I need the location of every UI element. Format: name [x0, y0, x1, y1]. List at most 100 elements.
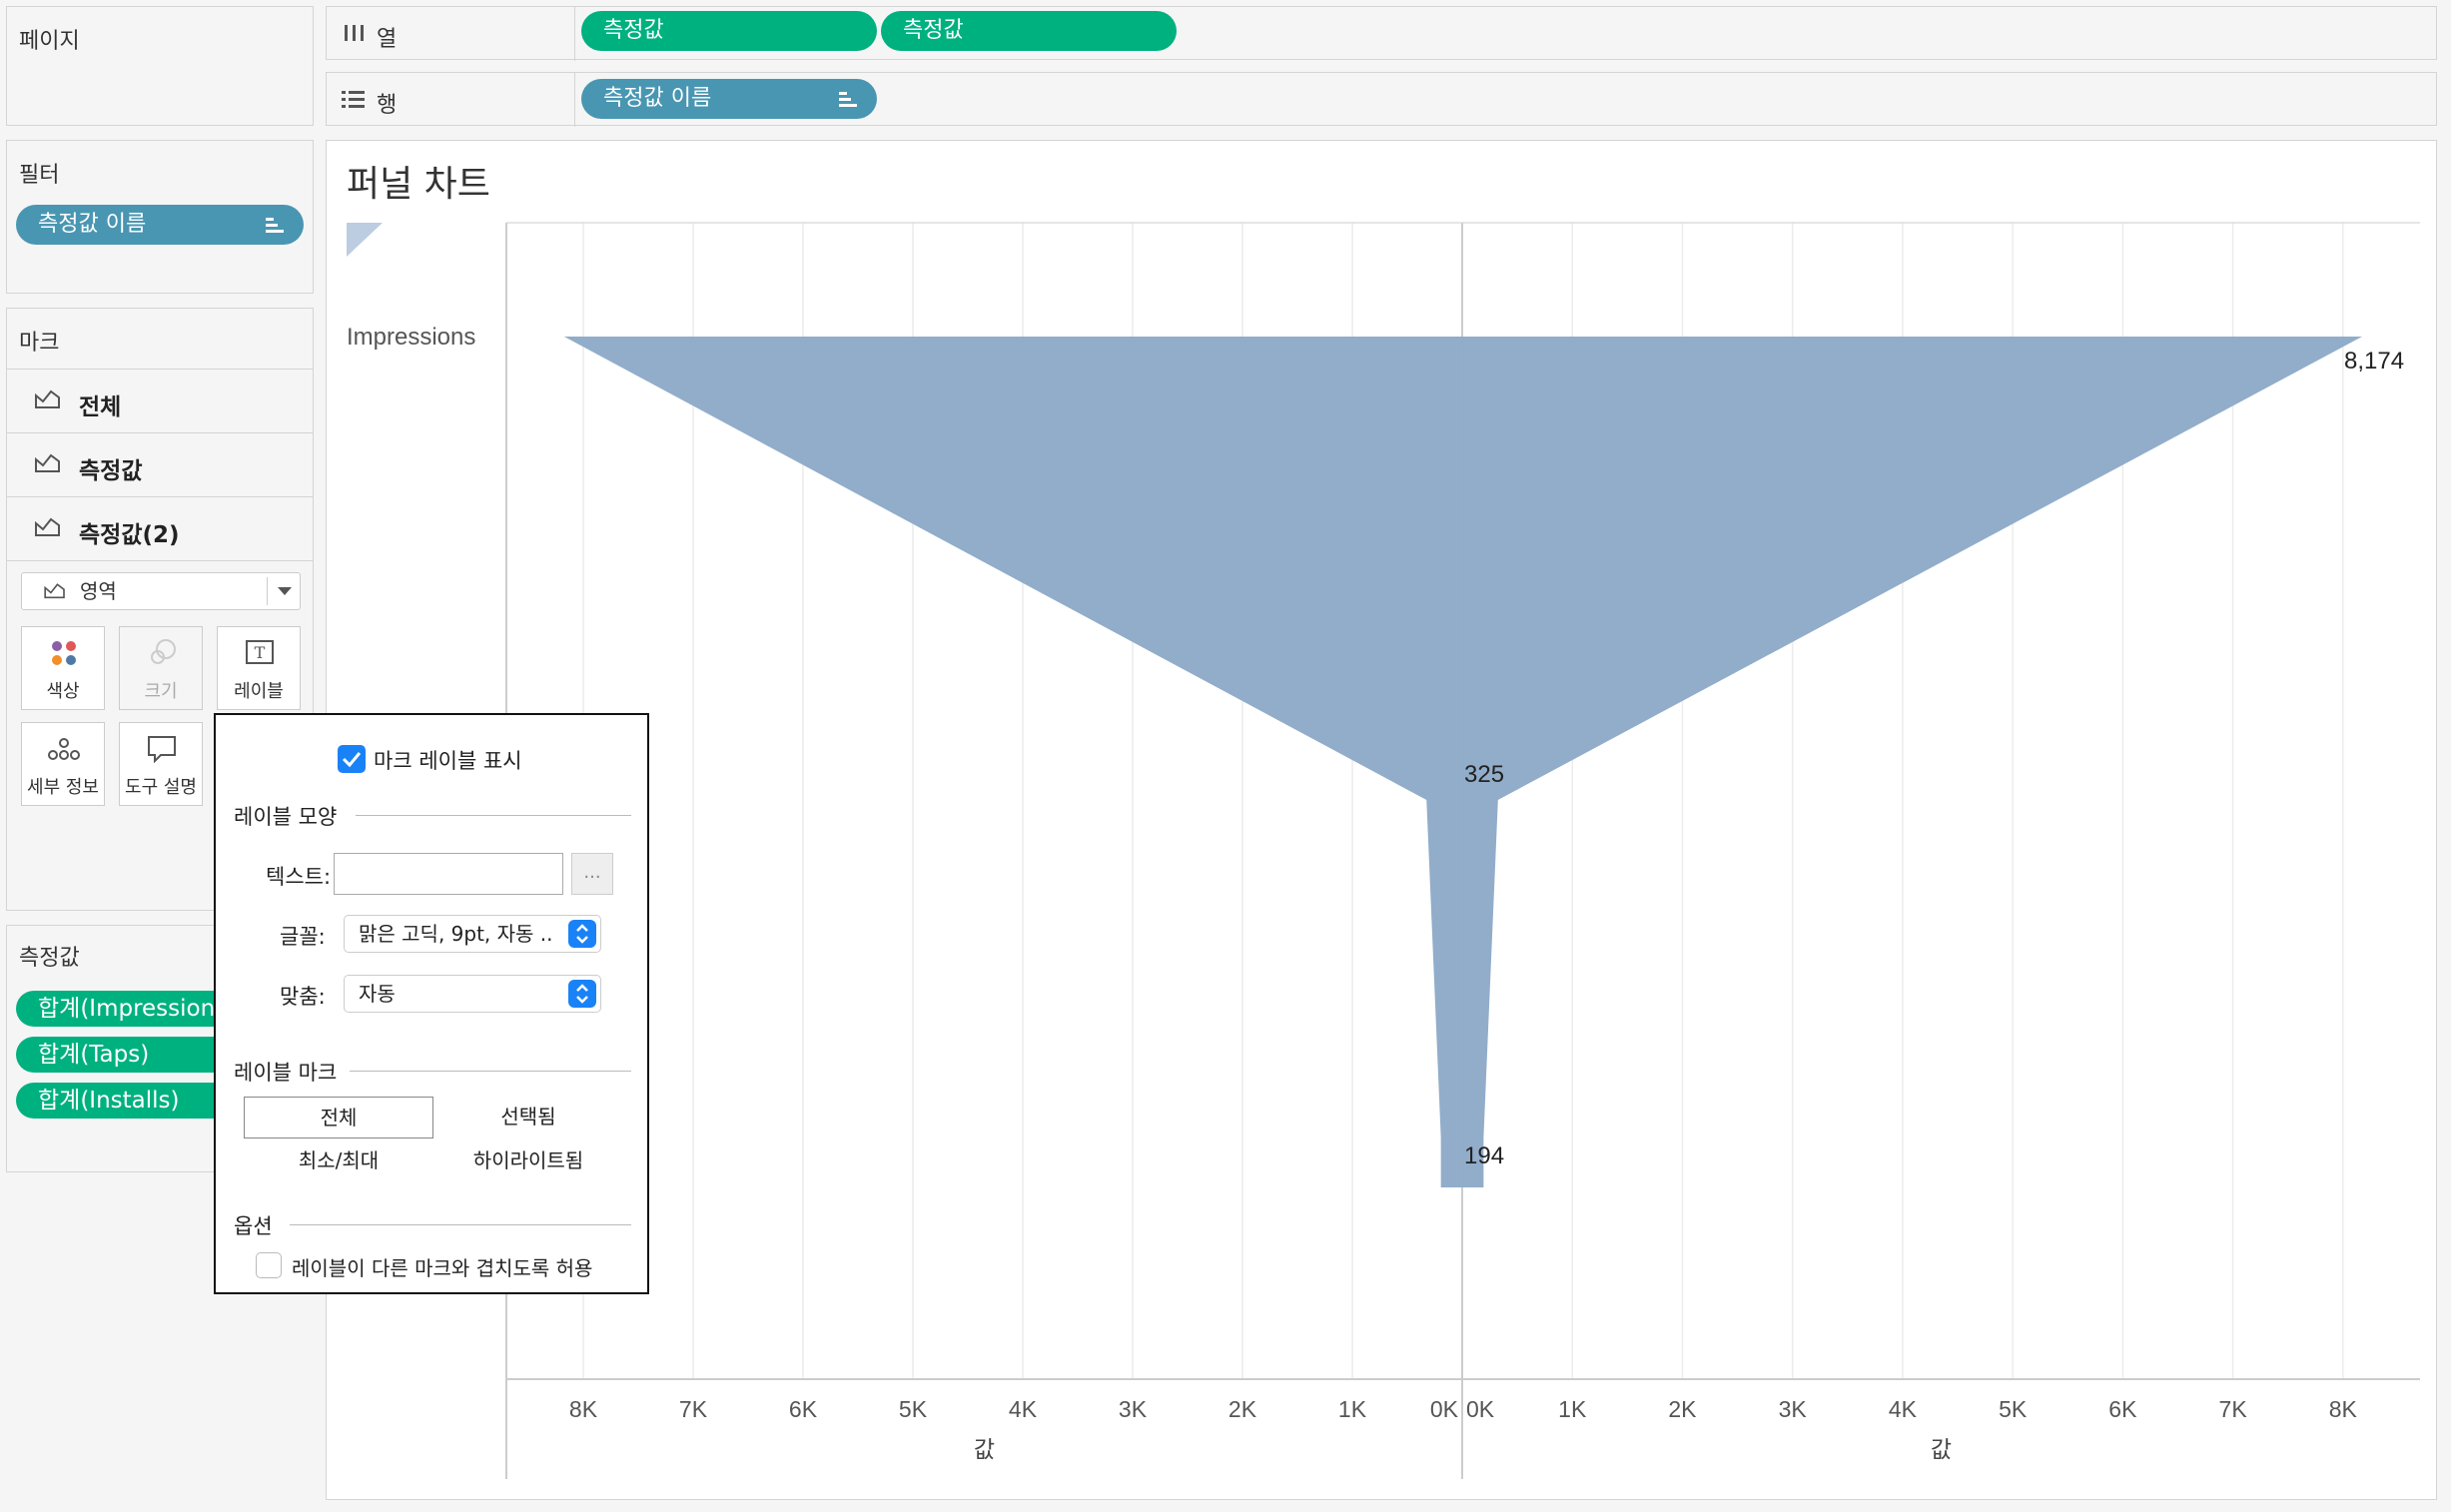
marks-option-highlighted[interactable]: 하이라이트됨 — [472, 1148, 584, 1172]
x-tick-label-right: 6K — [2108, 1396, 2137, 1422]
color-icon — [52, 641, 76, 665]
marks-option-selected[interactable]: 선택됨 — [500, 1105, 556, 1129]
columns-pill-measure-values-1[interactable]: 측정값 — [581, 11, 877, 51]
check-icon — [342, 752, 362, 768]
font-dropdown[interactable]: 맑은 고딕, 9pt, 자동 .. — [344, 915, 601, 953]
color-button-label: 색상 — [46, 681, 80, 702]
area-icon — [35, 389, 60, 408]
filter-pill-label: 측정값 이름 — [38, 212, 147, 237]
measure-values-title: 측정값 — [19, 946, 80, 971]
font-value: 맑은 고딕, 9pt, 자동 .. — [359, 922, 553, 946]
overlap-label: 레이블이 다른 마크와 겹치도록 허용 — [292, 1256, 593, 1280]
label-button[interactable]: T 레이블 — [217, 626, 301, 710]
sort-icon — [839, 90, 857, 108]
align-label: 맞춤: — [280, 985, 326, 1009]
x-axis-title-right: 값 — [1931, 1437, 1952, 1463]
x-tick-label-right: 1K — [1558, 1396, 1587, 1422]
area-icon — [35, 453, 60, 472]
data-label-taps: 325 — [1464, 761, 1504, 788]
marks-panel: 마크 전체 측정값 측정값(2) 영역 색상 크기 T 레이블 세부 정보 도구… — [6, 308, 314, 911]
x-tick-label-right: 5K — [1999, 1396, 2028, 1422]
rows-pill-label: 측정값 이름 — [603, 86, 712, 111]
marks-option-all[interactable]: 전체 — [244, 1097, 433, 1138]
chevron-down-icon — [278, 587, 292, 595]
marks-row-label: 측정값(2) — [79, 522, 180, 548]
size-icon — [151, 639, 176, 664]
x-tick-label-left: 5K — [899, 1396, 928, 1422]
align-value: 자동 — [359, 982, 396, 1006]
area-icon — [35, 517, 60, 536]
marks-row-measure-values-2[interactable]: 측정값(2) — [7, 496, 313, 558]
x-tick-label-right: 8K — [2329, 1396, 2358, 1422]
appearance-header: 레이블 모양 — [234, 805, 338, 829]
options-header: 옵션 — [234, 1214, 273, 1238]
tooltip-button[interactable]: 도구 설명 — [119, 722, 203, 806]
columns-icon — [345, 25, 364, 41]
filters-title: 필터 — [19, 163, 60, 188]
rows-label: 행 — [377, 93, 398, 118]
stepper-icon — [568, 980, 596, 1008]
row-label-impressions: Impressions — [347, 324, 475, 351]
rows-icon — [342, 91, 365, 108]
tooltip-icon — [148, 736, 176, 763]
x-tick-label-left: 8K — [569, 1396, 598, 1422]
x-tick-label-left: 4K — [1009, 1396, 1038, 1422]
x-tick-label-right: 2K — [1668, 1396, 1697, 1422]
marks-row-label: 전체 — [79, 394, 122, 420]
chart-title: 퍼널 차트 — [347, 164, 490, 205]
label-button-label: 레이블 — [234, 681, 284, 702]
pages-panel: 페이지 — [6, 6, 314, 126]
overlap-checkbox[interactable] — [256, 1252, 282, 1278]
marks-row-all[interactable]: 전체 — [7, 369, 313, 430]
x-tick-label-left: 3K — [1119, 1396, 1148, 1422]
data-label-installs: 194 — [1464, 1142, 1504, 1169]
sort-icon — [266, 216, 284, 234]
marks-option-min-max[interactable]: 최소/최대 — [298, 1148, 380, 1172]
marks-row-label: 측정값 — [79, 458, 143, 484]
x-tick-label-left: 0K — [1430, 1396, 1459, 1422]
area-icon — [44, 583, 65, 599]
size-button-label: 크기 — [144, 681, 178, 702]
svg-text:T: T — [255, 643, 266, 662]
text-label: 텍스트: — [266, 865, 332, 889]
align-dropdown[interactable]: 자동 — [344, 975, 601, 1013]
x-tick-label-left: 6K — [789, 1396, 818, 1422]
size-button: 크기 — [119, 626, 203, 710]
show-labels-text: 마크 레이블 표시 — [374, 749, 522, 773]
pages-title: 페이지 — [19, 29, 80, 54]
tooltip-button-label: 도구 설명 — [125, 777, 197, 798]
color-button[interactable]: 색상 — [21, 626, 105, 710]
detail-button[interactable]: 세부 정보 — [21, 722, 105, 806]
show-labels-checkbox[interactable] — [338, 745, 366, 773]
columns-pill-measure-values-2[interactable]: 측정값 — [881, 11, 1177, 51]
data-label-impressions: 8,174 — [2344, 348, 2404, 375]
x-tick-label-right: 0K — [1466, 1396, 1495, 1422]
label-popup: 마크 레이블 표시 레이블 모양 텍스트: ... 글꼴: 맑은 고딕, 9pt… — [214, 713, 649, 1294]
columns-label: 열 — [377, 27, 398, 52]
label-marks-header: 레이블 마크 — [234, 1061, 338, 1085]
rows-pill-measure-names[interactable]: 측정값 이름 — [581, 79, 877, 119]
x-tick-label-right: 7K — [2219, 1396, 2248, 1422]
mark-type-value: 영역 — [80, 579, 117, 603]
x-axis-title-left: 값 — [974, 1437, 995, 1463]
funnel-chart: Impressions 8,174 325 194 8K 7K 6K 5K 4K 3K 2K 1K 0K… — [347, 222, 2420, 1479]
corner-marker — [347, 223, 383, 257]
funnel-area — [563, 337, 2363, 1187]
text-field[interactable] — [334, 853, 563, 895]
marks-row-measure-values[interactable]: 측정값 — [7, 432, 313, 494]
filter-pill-measure-names[interactable]: 측정값 이름 — [16, 205, 304, 245]
marks-title: 마크 — [19, 331, 60, 356]
stepper-icon — [568, 920, 596, 948]
detail-icon — [48, 738, 80, 760]
x-tick-label-right: 4K — [1889, 1396, 1918, 1422]
x-tick-label-left: 2K — [1228, 1396, 1257, 1422]
label-icon: T — [246, 640, 274, 664]
font-label: 글꼴: — [280, 925, 326, 949]
detail-button-label: 세부 정보 — [27, 777, 99, 798]
mark-type-dropdown[interactable]: 영역 — [21, 572, 301, 610]
x-tick-label-left: 7K — [679, 1396, 708, 1422]
view-area: 퍼널 차트 Impressions 8,174 325 194 8K 7K 6K 5K 4K 3K… — [326, 140, 2437, 1500]
text-more-button[interactable]: ... — [571, 853, 613, 895]
x-tick-label-left: 1K — [1338, 1396, 1367, 1422]
x-tick-label-right: 3K — [1779, 1396, 1808, 1422]
